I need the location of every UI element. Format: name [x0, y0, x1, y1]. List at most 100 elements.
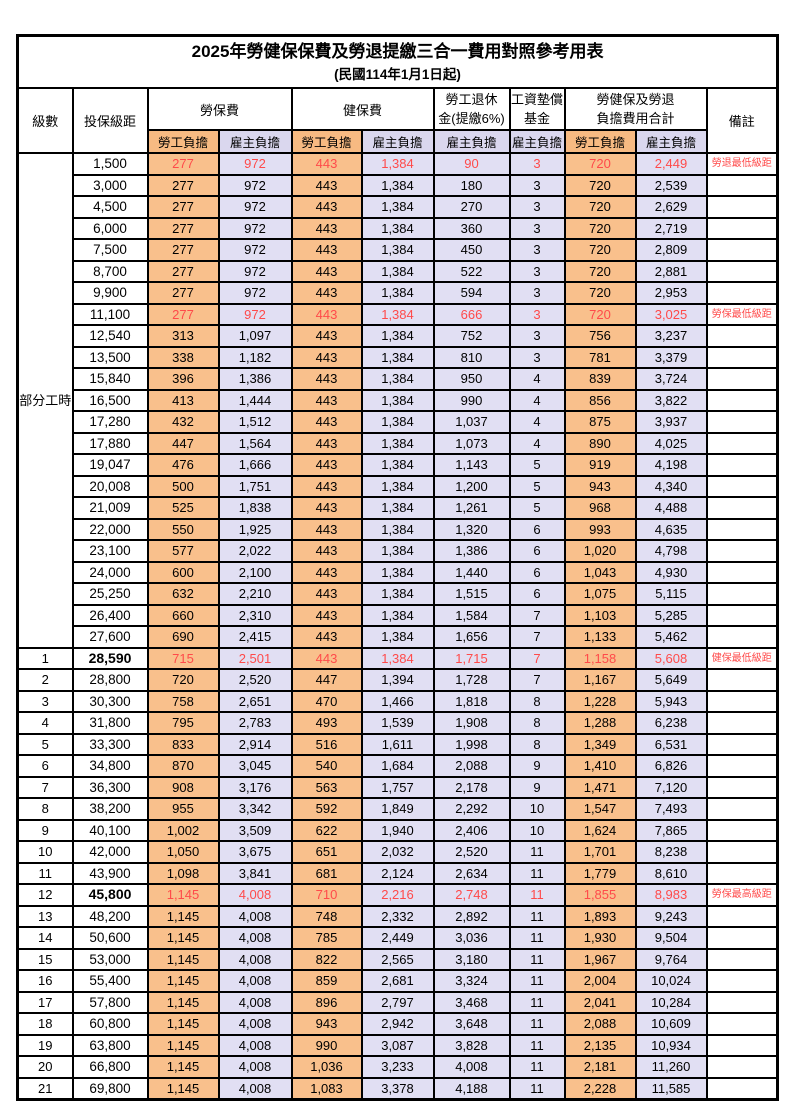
total-employer-cell: 6,238 [634, 711, 708, 735]
health-employer-cell: 1,384 [360, 238, 435, 262]
subheader-health-employer: 雇主負擔 [360, 129, 435, 154]
arrear-fund-cell: 6 [508, 539, 566, 563]
total-employee-cell: 2,041 [563, 990, 637, 1014]
pension-employer-cell: 180 [432, 173, 511, 197]
total-employee-cell: 720 [563, 216, 637, 240]
table-row: 7 36,300 908 3,176 563 1,757 2,178 9 1,471 7,120 [16, 775, 779, 799]
table-row: 3,000 277 972 443 1,384 180 3 720 2,539 [18, 173, 779, 197]
total-employee-cell: 720 [563, 302, 637, 326]
labor-employee-cell: 833 [146, 732, 220, 756]
total-employer-cell: 8,610 [634, 861, 708, 885]
total-employer-cell: 7,493 [634, 797, 708, 821]
table-row: 19,047 476 1,666 443 1,384 1,143 5 919 4,198 [18, 453, 779, 477]
header-health-fee: 健保費 [290, 87, 435, 131]
health-employer-cell: 1,384 [360, 281, 435, 305]
total-employee-cell: 993 [563, 517, 637, 541]
arrear-fund-cell: 8 [508, 711, 566, 735]
arrear-fund-cell: 5 [508, 453, 566, 477]
page-title: 2025年勞健保保費及勞退提繳三合一費用對照參考用表 [191, 42, 604, 61]
level-cell: 21 [16, 1076, 74, 1101]
arrear-fund-cell: 3 [508, 195, 566, 219]
total-employer-cell: 2,953 [634, 281, 708, 305]
arrear-fund-cell: 3 [508, 173, 566, 197]
arrear-fund-cell: 8 [508, 689, 566, 713]
pension-employer-cell: 1,998 [432, 732, 511, 756]
labor-employer-cell: 972 [217, 281, 293, 305]
total-employer-cell: 5,608 [634, 646, 708, 670]
note-cell: 勞保最高級距 [705, 883, 779, 907]
pension-employer-cell: 1,728 [432, 668, 511, 692]
salary-cell: 15,840 [71, 367, 149, 391]
pension-employer-cell: 950 [432, 367, 511, 391]
total-employee-cell: 1,855 [563, 883, 637, 907]
health-employee-cell: 592 [290, 797, 363, 821]
total-employer-cell: 5,285 [634, 603, 708, 627]
pension-employer-cell: 3,468 [432, 990, 511, 1014]
header-pension: 勞工退休 金(提繳6%) [432, 87, 511, 131]
labor-employer-cell: 4,008 [217, 926, 293, 950]
note-cell [705, 625, 779, 649]
header-total-line1: 勞健保及勞退 [596, 92, 675, 107]
total-employee-cell: 1,701 [563, 840, 637, 864]
labor-employee-cell: 447 [146, 431, 220, 455]
labor-employer-cell: 3,841 [217, 861, 293, 885]
pension-employer-cell: 3,180 [432, 947, 511, 971]
total-employee-cell: 856 [563, 388, 637, 412]
pension-employer-cell: 522 [432, 259, 511, 283]
pension-employer-cell: 1,143 [432, 453, 511, 477]
labor-employee-cell: 277 [146, 238, 220, 262]
health-employee-cell: 540 [290, 754, 363, 778]
note-cell [705, 173, 779, 197]
arrear-fund-cell: 11 [508, 1012, 566, 1036]
reference-table-sheet: 2025年勞健保保費及勞退提繳三合一費用對照參考用表 (民國114年1月1日起)… [16, 34, 780, 1101]
total-employee-cell: 720 [563, 173, 637, 197]
labor-employee-cell: 908 [146, 775, 220, 799]
salary-cell: 26,400 [71, 603, 149, 627]
labor-employer-cell: 972 [217, 152, 293, 176]
labor-employer-cell: 2,310 [217, 603, 293, 627]
salary-cell: 6,000 [71, 216, 149, 240]
page-subtitle: (民國114年1月1日起) [334, 67, 461, 82]
arrear-fund-cell: 3 [508, 345, 566, 369]
health-employee-cell: 990 [290, 1033, 363, 1057]
header-salary-bracket: 投保級距 [71, 87, 149, 154]
level-cell: 6 [16, 754, 74, 778]
health-employer-cell: 3,233 [360, 1055, 435, 1079]
total-employee-cell: 1,624 [563, 818, 637, 842]
arrear-fund-cell: 11 [508, 1033, 566, 1057]
level-cell: 10 [16, 840, 74, 864]
health-employee-cell: 443 [290, 646, 363, 670]
health-employer-cell: 1,384 [360, 152, 435, 176]
labor-employee-cell: 550 [146, 517, 220, 541]
labor-employee-cell: 277 [146, 302, 220, 326]
health-employer-cell: 1,384 [360, 474, 435, 498]
salary-cell: 69,800 [71, 1076, 149, 1101]
note-cell [705, 603, 779, 627]
salary-cell: 3,000 [71, 173, 149, 197]
labor-employer-cell: 1,444 [217, 388, 293, 412]
pension-employer-cell: 2,892 [432, 904, 511, 928]
pension-employer-cell: 2,748 [432, 883, 511, 907]
labor-employee-cell: 1,002 [146, 818, 220, 842]
health-employer-cell: 1,384 [360, 431, 435, 455]
labor-employer-cell: 3,509 [217, 818, 293, 842]
total-employee-cell: 1,228 [563, 689, 637, 713]
pension-employer-cell: 752 [432, 324, 511, 348]
health-employee-cell: 443 [290, 603, 363, 627]
table-row: 3 30,300 758 2,651 470 1,466 1,818 8 1,228 5,943 [16, 689, 779, 713]
note-cell [705, 1012, 779, 1036]
salary-cell: 36,300 [71, 775, 149, 799]
labor-employee-cell: 1,098 [146, 861, 220, 885]
pension-employer-cell: 990 [432, 388, 511, 412]
salary-cell: 55,400 [71, 969, 149, 993]
note-cell [705, 969, 779, 993]
note-cell [705, 582, 779, 606]
table-row: 12 45,800 1,145 4,008 710 2,216 2,748 11 1,855 8,… [16, 883, 779, 907]
arrear-fund-cell: 5 [508, 474, 566, 498]
note-cell [705, 539, 779, 563]
health-employer-cell: 1,849 [360, 797, 435, 821]
labor-employee-cell: 577 [146, 539, 220, 563]
salary-cell: 38,200 [71, 797, 149, 821]
note-cell [705, 732, 779, 756]
total-employee-cell: 1,167 [563, 668, 637, 692]
